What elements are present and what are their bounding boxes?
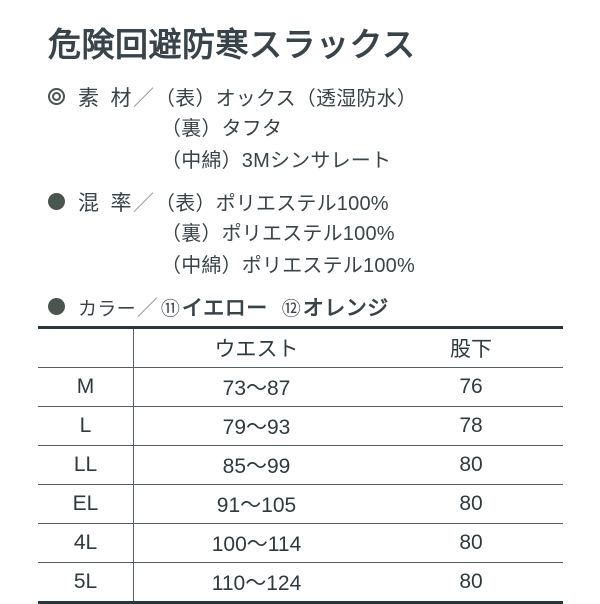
- spec-separator-material: ／: [133, 86, 154, 110]
- spec-row-color: カラー ／ ⑪ イエロー ⑫ オレンジ: [48, 290, 568, 322]
- cell-waist: 73〜87: [133, 367, 379, 407]
- cell-inseam: 80: [379, 562, 563, 604]
- spec-label-material: 素材: [78, 86, 132, 110]
- spec-group-color: カラー ／ ⑪ イエロー ⑫ オレンジ: [48, 290, 568, 322]
- cell-size: EL: [38, 484, 134, 524]
- spec-row-material-lining: （裏）タフタ: [48, 112, 568, 144]
- cell-inseam: 80: [379, 484, 563, 524]
- color-option-name-2: オレンジ: [302, 296, 389, 320]
- cell-size: M: [38, 367, 134, 407]
- specification-list: 素材 ／ （表）オックス（透湿防水） （裏）タフタ （中綿）3Mシンサレート 混…: [48, 80, 568, 331]
- spec-label-blend: 混率: [78, 191, 132, 215]
- cell-size: L: [38, 406, 134, 446]
- column-header-waist: ウエスト: [133, 326, 379, 368]
- spec-label-color: カラー: [78, 298, 136, 320]
- cell-waist: 79〜93: [133, 406, 379, 446]
- table-row: L 79〜93 78: [38, 406, 563, 446]
- cell-waist: 100〜114: [133, 523, 379, 563]
- spec-row-blend-wadding: （中綿）ポリエステル100%: [48, 249, 568, 281]
- cell-waist: 110〜124: [133, 562, 379, 604]
- color-option-number-1: ⑪: [160, 298, 180, 320]
- cell-size: LL: [38, 445, 134, 485]
- cell-inseam: 80: [379, 523, 563, 563]
- table-header-row: ウエスト 股下: [38, 326, 563, 368]
- cell-inseam: 76: [379, 367, 563, 407]
- spec-value-material-outer: （表）オックス（透湿防水）: [155, 87, 417, 110]
- spec-row-blend-lining: （裏）ポリエステル100%: [48, 217, 568, 249]
- filled-circle-icon: [48, 185, 78, 217]
- spec-row-material-primary: 素材 ／ （表）オックス（透湿防水）: [48, 80, 568, 112]
- filled-circle-icon: [48, 290, 78, 322]
- cell-waist: 91〜105: [133, 484, 379, 524]
- color-option-name-1: イエロー: [181, 296, 268, 320]
- table-row: M 73〜87 76: [38, 367, 563, 407]
- table-row: 4L 100〜114 80: [38, 523, 563, 563]
- page-title: 危険回避防寒スラックス: [48, 26, 416, 63]
- table-row: EL 91〜105 80: [38, 484, 563, 524]
- double-circle-icon: [48, 80, 78, 112]
- spec-row-blend-primary: 混率 ／ （表）ポリエステル100%: [48, 185, 568, 217]
- column-header-size: [38, 326, 134, 368]
- spec-value-blend-wadding: （中綿）ポリエステル100%: [161, 255, 415, 277]
- spec-group-material: 素材 ／ （表）オックス（透湿防水） （裏）タフタ （中綿）3Mシンサレート: [48, 80, 568, 176]
- table-row: 5L 110〜124 80: [38, 562, 563, 604]
- spec-value-material-wadding: （中綿）3Mシンサレート: [161, 150, 392, 172]
- cell-waist: 85〜99: [133, 445, 379, 485]
- spec-row-material-wadding: （中綿）3Mシンサレート: [48, 144, 568, 176]
- spec-value-blend-outer: （表）ポリエステル100%: [155, 192, 389, 215]
- cell-inseam: 78: [379, 406, 563, 446]
- cell-inseam: 80: [379, 445, 563, 485]
- size-chart: ウエスト 股下 M 73〜87 76 L 79〜93 78 LL 85〜99: [38, 326, 563, 604]
- spec-group-blend: 混率 ／ （表）ポリエステル100% （裏）ポリエステル100% （中綿）ポリエ…: [48, 185, 568, 281]
- color-option-number-2: ⑫: [281, 298, 301, 320]
- cell-size: 5L: [38, 562, 134, 604]
- spec-value-blend-lining: （裏）ポリエステル100%: [161, 223, 395, 245]
- spec-separator-color: ／: [136, 296, 158, 320]
- column-header-inseam: 股下: [379, 326, 563, 368]
- spec-separator-blend: ／: [133, 191, 154, 215]
- cell-size: 4L: [38, 523, 134, 563]
- table-row: LL 85〜99 80: [38, 445, 563, 485]
- size-chart-body: M 73〜87 76 L 79〜93 78 LL 85〜99 80 EL 91〜…: [38, 367, 563, 604]
- spec-value-material-lining: （裏）タフタ: [161, 118, 283, 140]
